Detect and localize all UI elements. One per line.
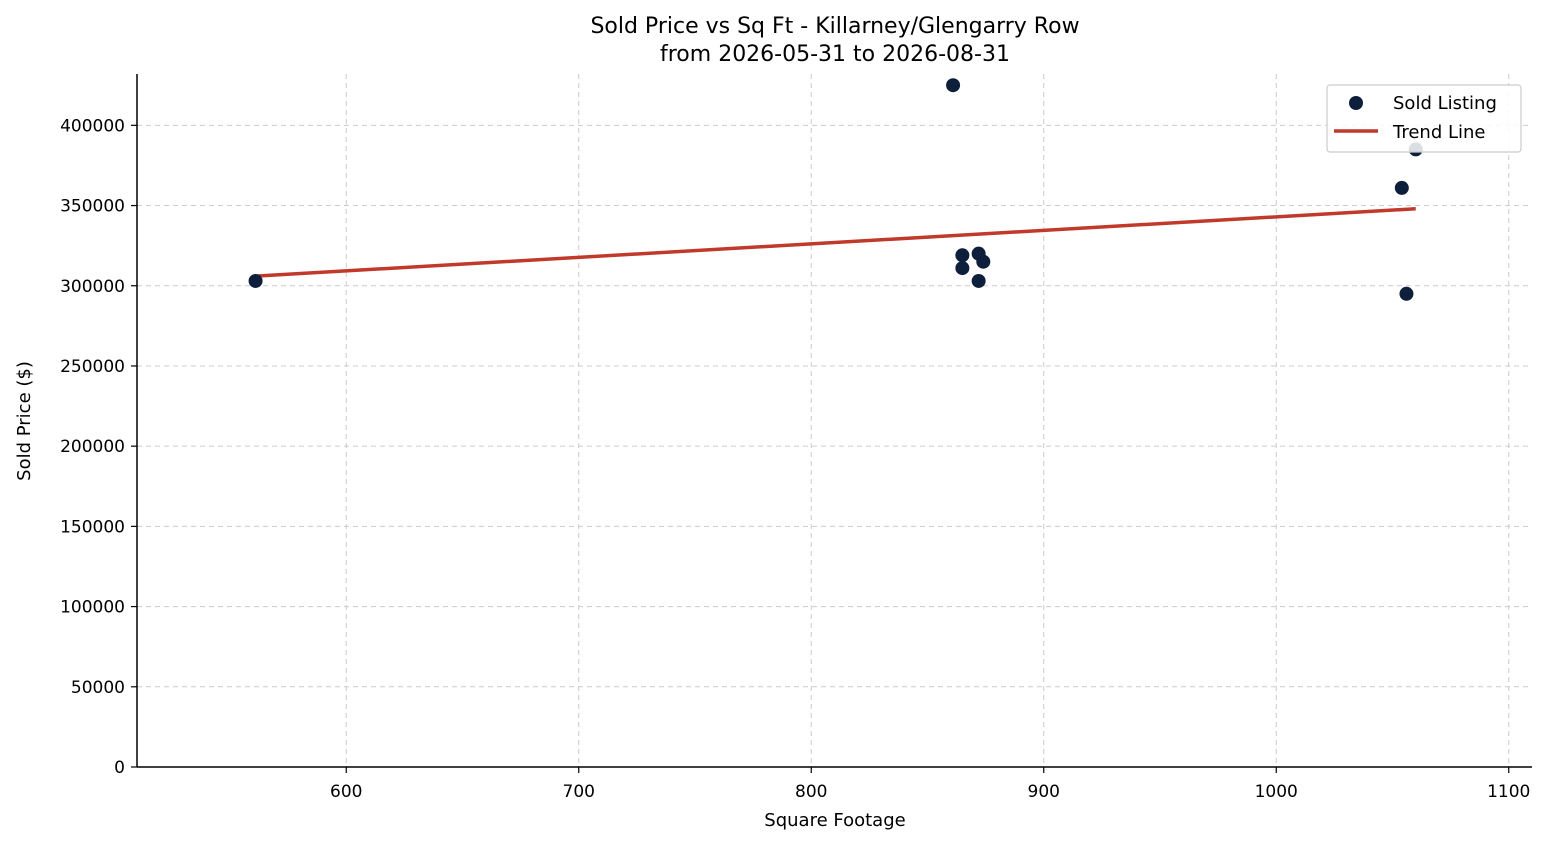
y-tick-label: 300000 (60, 277, 125, 297)
y-tick-label: 50000 (71, 678, 125, 698)
chart-title-line-1: Sold Price vs Sq Ft - Killarney/Glengarr… (590, 14, 1079, 39)
sold-listing-point (955, 261, 970, 276)
y-tick-label: 0 (114, 758, 125, 778)
trend-line-layer (255, 207, 1416, 278)
grid (137, 74, 1532, 768)
x-tick-label: 1100 (1487, 782, 1530, 802)
chart-title-line-2: from 2026-05-31 to 2026-08-31 (660, 42, 1010, 67)
sold-listing-point (1399, 286, 1414, 301)
scatter-points (248, 78, 1423, 301)
sold-listing-point (1394, 180, 1409, 195)
x-tick-label: 800 (795, 782, 827, 802)
y-tick-label: 200000 (60, 437, 125, 457)
y-tick-label: 250000 (60, 357, 125, 377)
sold-listing-point (976, 254, 991, 269)
y-tick-label: 350000 (60, 197, 125, 217)
y-axis-label: Sold Price ($) (14, 361, 35, 481)
x-axis-ticks: 600 700 800 900 1000 1100 (330, 767, 1530, 802)
x-tick-label: 700 (563, 782, 595, 802)
legend-label-trend-line: Trend Line (1392, 122, 1486, 143)
sold-listing-point (946, 78, 961, 93)
x-tick-label: 600 (330, 782, 362, 802)
legend: Sold Listing Trend Line (1326, 84, 1522, 153)
sold-listing-point (971, 273, 986, 288)
legend-box (1326, 84, 1522, 153)
trend-line (255, 207, 1416, 278)
sold-listing-point (248, 273, 263, 288)
legend-marker-sold-listing (1349, 96, 1363, 110)
y-tick-label: 100000 (60, 598, 125, 618)
x-tick-label: 900 (1028, 782, 1060, 802)
y-tick-label: 150000 (60, 517, 125, 537)
x-tick-label: 1000 (1255, 782, 1298, 802)
x-axis-label: Square Footage (764, 810, 905, 831)
y-tick-label: 400000 (60, 116, 125, 136)
legend-label-sold-listing: Sold Listing (1393, 93, 1497, 114)
y-axis-ticks: 0 50000 100000 150000 200000 250000 300000 3500… (60, 116, 137, 778)
sold-listing-point (955, 248, 970, 263)
